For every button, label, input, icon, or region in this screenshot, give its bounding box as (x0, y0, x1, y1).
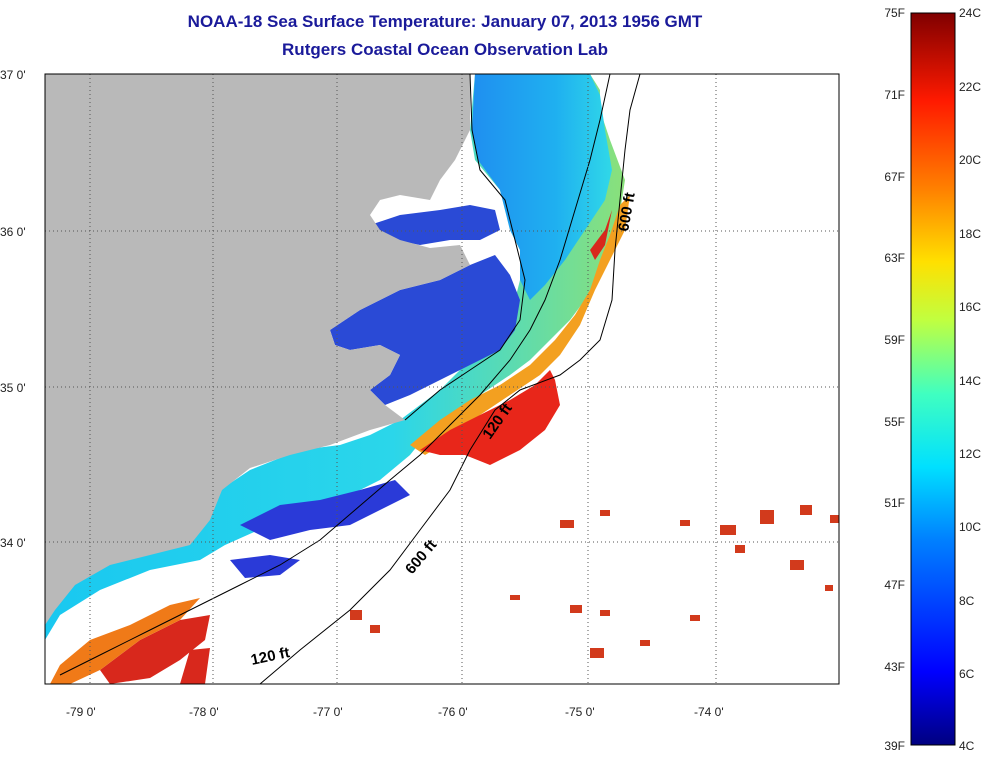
lon-label: -79 0' (66, 705, 96, 719)
map-frame (44, 73, 840, 685)
sst-offshore-patches (350, 505, 839, 658)
cb-c-label: 22C (959, 80, 981, 94)
contour-120ft (59, 74, 611, 676)
sst-warm-band (410, 195, 630, 455)
map-title: NOAA-18 Sea Surface Temperature: January… (187, 12, 703, 31)
albemarle-sound (370, 205, 500, 245)
lon-label: -74 0' (694, 705, 724, 719)
cb-c-label: 12C (959, 447, 981, 461)
lon-label: -75 0' (565, 705, 595, 719)
cb-c-label: 24C (959, 6, 981, 20)
cb-c-label: 4C (959, 739, 975, 753)
longitude-labels: -79 0' -78 0' -77 0' -76 0' -75 0' -74 0… (66, 705, 724, 719)
cb-c-label: 20C (959, 153, 981, 167)
cb-f-label: 51F (884, 496, 905, 510)
cb-f-label: 39F (884, 739, 905, 753)
sst-northern-waters (472, 74, 612, 300)
lat-label: 36 0' (0, 225, 26, 239)
latitude-labels: 37 0' 36 0' 35 0' 34 0' (0, 68, 26, 550)
sst-cold-patches (230, 480, 410, 578)
lon-label: -76 0' (438, 705, 468, 719)
cb-f-label: 43F (884, 660, 905, 674)
cb-c-label: 10C (959, 520, 981, 534)
colorbar-celsius: 24C 22C 20C 18C 16C 14C 12C 10C 8C 6C 4C (959, 6, 981, 753)
map-subtitle: Rutgers Coastal Ocean Observation Lab (282, 40, 608, 59)
cb-c-label: 18C (959, 227, 981, 241)
cb-c-label: 6C (959, 667, 975, 681)
colorbar (910, 12, 956, 746)
outer-banks (404, 74, 526, 421)
lon-label: -78 0' (189, 705, 219, 719)
cb-c-label: 16C (959, 300, 981, 314)
cb-f-label: 67F (884, 170, 905, 184)
land-mass (45, 74, 470, 625)
contour-label-600ft-north: 600 ft (615, 191, 639, 233)
lon-label: -77 0' (313, 705, 343, 719)
lat-label: 35 0' (0, 381, 26, 395)
sst-hot-patches (100, 210, 612, 684)
cb-f-label: 59F (884, 333, 905, 347)
pamlico-sound (330, 255, 520, 405)
graticule (45, 74, 839, 684)
cb-f-label: 47F (884, 578, 905, 592)
cb-c-label: 8C (959, 594, 975, 608)
lat-label: 37 0' (0, 68, 26, 82)
sst-orange-south (50, 598, 200, 684)
cb-f-label: 63F (884, 251, 905, 265)
cb-c-label: 14C (959, 374, 981, 388)
cb-f-label: 71F (884, 88, 905, 102)
lat-label: 34 0' (0, 536, 26, 550)
cb-f-label: 75F (884, 6, 905, 20)
colorbar-fahrenheit: 75F 71F 67F 63F 59F 55F 51F 47F 43F 39F (884, 6, 905, 753)
cb-f-label: 55F (884, 415, 905, 429)
contour-600ft (259, 74, 641, 684)
